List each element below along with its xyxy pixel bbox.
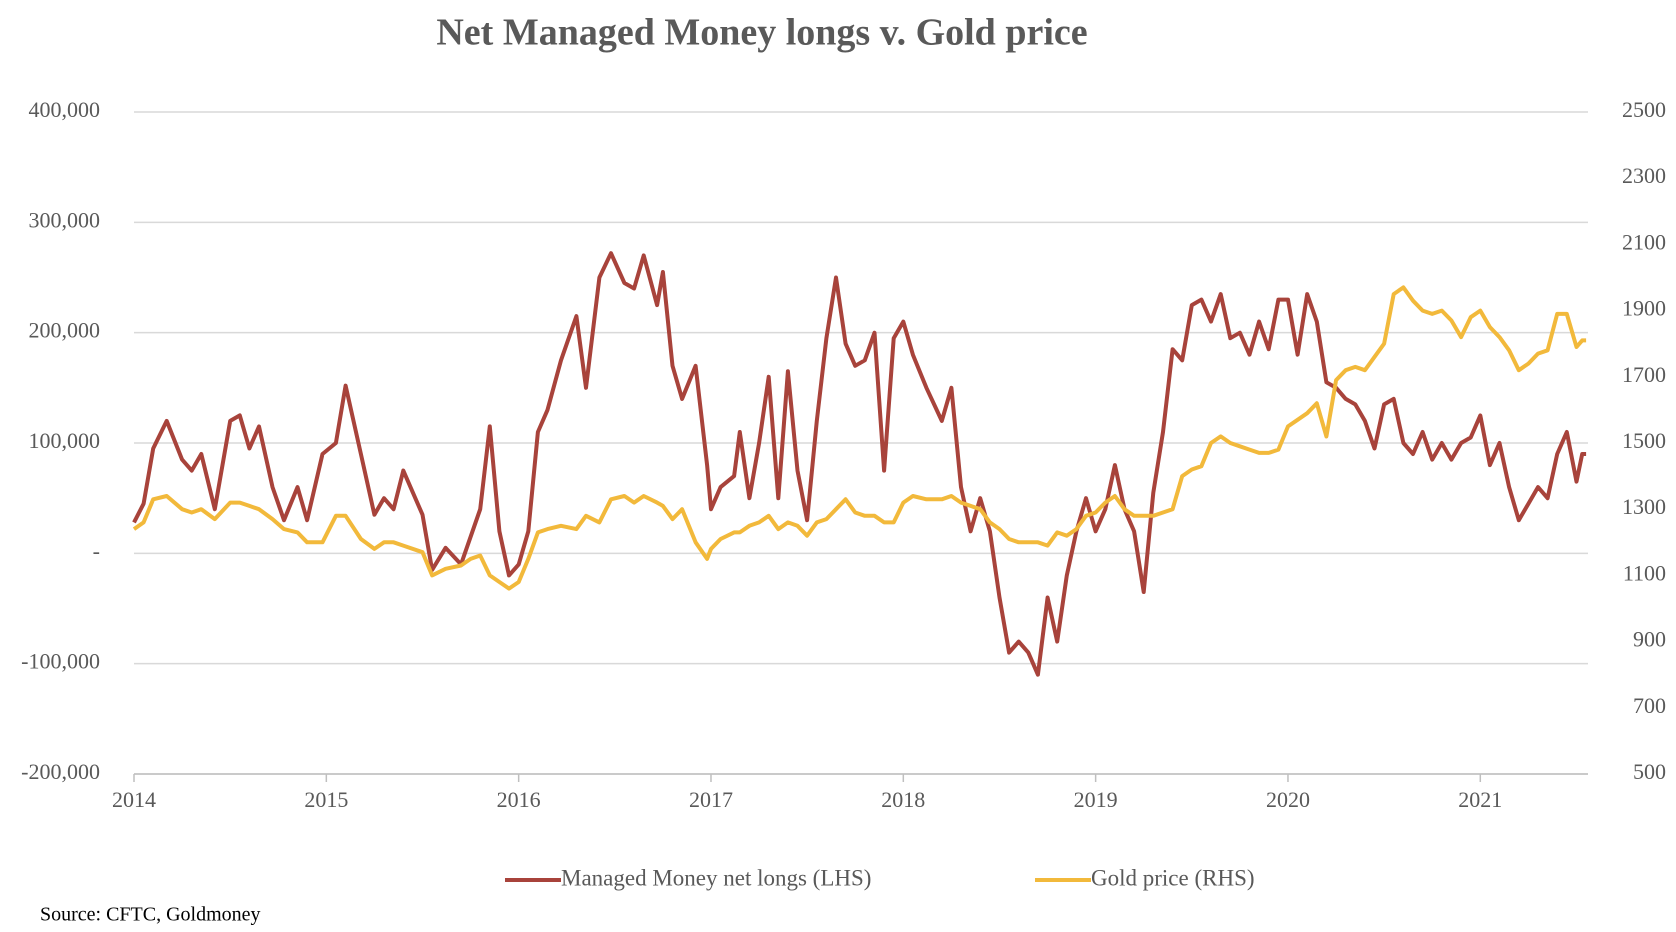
- y-tick-label: 400,000: [29, 97, 101, 122]
- data-line: [132, 285, 1587, 591]
- y2-tick-label: 1900: [1622, 296, 1666, 321]
- y-tick-label: -: [93, 538, 100, 563]
- x-tick-label: 2019: [1074, 787, 1118, 812]
- chart-title: Net Managed Money longs v. Gold price: [436, 12, 1087, 54]
- y2-tick-label: 1100: [1623, 560, 1666, 585]
- y2-tick-label: 2500: [1622, 97, 1666, 122]
- x-tick-label: 2018: [881, 787, 925, 812]
- x-tick-label: 2014: [112, 787, 156, 812]
- x-tick-label: 2016: [497, 787, 541, 812]
- legend-label: Managed Money net longs (LHS): [561, 865, 871, 890]
- y2-tick-label: 500: [1633, 759, 1666, 784]
- y-tick-label: -100,000: [21, 649, 100, 674]
- x-tick-label: 2015: [304, 787, 348, 812]
- source-note: Source: CFTC, Goldmoney: [40, 904, 261, 926]
- y2-tick-label: 1500: [1622, 428, 1666, 453]
- x-tick-label: 2017: [689, 787, 733, 812]
- legend-label: Gold price (RHS): [1091, 865, 1255, 890]
- y2-tick-label: 2300: [1622, 163, 1666, 188]
- y-tick-label: 200,000: [29, 318, 101, 343]
- data-line: [132, 251, 1587, 677]
- y-tick-label: 100,000: [29, 428, 101, 453]
- y-tick-label: -200,000: [21, 759, 100, 784]
- y2-tick-label: 900: [1633, 627, 1666, 652]
- y2-tick-label: 700: [1633, 693, 1666, 718]
- y-tick-label: 300,000: [29, 207, 101, 232]
- x-tick-label: 2021: [1458, 787, 1502, 812]
- y2-tick-label: 1300: [1622, 494, 1666, 519]
- y2-tick-label: 1700: [1622, 362, 1666, 387]
- x-tick-label: 2020: [1266, 787, 1310, 812]
- y2-tick-label: 2100: [1622, 229, 1666, 254]
